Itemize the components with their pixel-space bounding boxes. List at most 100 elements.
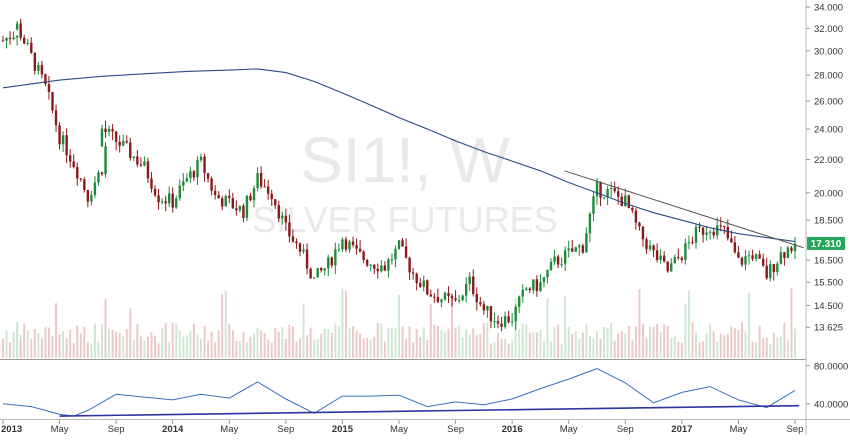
volume-bar (468, 334, 471, 358)
candle-body (277, 205, 280, 219)
volume-bar (394, 328, 397, 358)
volume-bar (5, 331, 8, 358)
candle-body (761, 258, 765, 266)
volume-bar (238, 341, 241, 358)
candle-body (58, 125, 61, 145)
candle-body (348, 241, 351, 250)
volume-bar (560, 343, 563, 358)
candle-body (691, 242, 694, 244)
candle-body (373, 264, 376, 269)
candle-body (231, 198, 235, 209)
volume-bar (652, 326, 655, 358)
candle-body (213, 190, 217, 196)
oscillator-axis[interactable]: 80.0000 40.0000 (806, 361, 848, 410)
candle-body (496, 321, 500, 324)
price-tick-label: 20.000 (814, 188, 843, 199)
candle-body (514, 306, 517, 322)
volume-bar (765, 337, 768, 358)
time-axis[interactable]: 2013 May Sep 2014 May Sep 2015 May Sep 2016 May Sep… (1, 420, 803, 435)
volume-bar (118, 332, 121, 358)
volume-bar (47, 327, 50, 358)
volume-bar (65, 338, 68, 358)
candle-body (779, 252, 783, 264)
time-tick-label: May (390, 424, 408, 435)
candle-body (754, 254, 758, 259)
candle-body (221, 198, 224, 207)
volume-bar (419, 337, 422, 358)
candle-body (482, 304, 486, 311)
volume-bar (486, 322, 489, 358)
candle-body (26, 42, 29, 44)
volume-bar (62, 331, 65, 358)
candle-body (309, 268, 312, 279)
volume-bar (670, 338, 673, 358)
candle-body (662, 255, 666, 262)
candles (1, 18, 797, 332)
candle-body (327, 257, 330, 269)
volume-bar (709, 323, 712, 358)
volume-bar (51, 336, 54, 358)
candle-body (507, 316, 510, 323)
volume-bar (730, 326, 733, 358)
volume-bar (108, 328, 111, 358)
volume-bar (76, 325, 79, 358)
candle-body (61, 135, 65, 145)
volume-bar (323, 328, 326, 358)
volume-bar (242, 332, 245, 358)
volume-bar (426, 340, 429, 358)
candle-body (107, 128, 111, 132)
volume-bar (125, 329, 128, 358)
candle-body (602, 197, 606, 199)
volume-bar (525, 324, 528, 358)
candle-body (563, 250, 567, 264)
volume-bar (224, 290, 227, 358)
price-tick-label: 18.500 (814, 216, 843, 227)
candle-body (726, 227, 730, 239)
volume-bar (132, 339, 135, 358)
candle-body (291, 236, 295, 242)
volume-bar (744, 331, 747, 358)
volume-bar (617, 333, 620, 358)
volume-bar (316, 339, 319, 358)
candle-body (228, 195, 231, 199)
candle-body (652, 245, 655, 251)
candle-body (288, 222, 291, 237)
volume-bar (401, 326, 404, 358)
volume-bar (33, 329, 36, 358)
volume-bar (588, 335, 591, 358)
candle-body (684, 243, 687, 260)
candle-body (560, 263, 563, 265)
candle-body (645, 239, 648, 250)
volume-bar (666, 325, 669, 358)
candle-body (786, 247, 790, 258)
volume-bar (553, 326, 556, 358)
candle-body (136, 156, 139, 165)
volume-bar (306, 335, 309, 358)
candle-body (539, 282, 542, 292)
candle-body (648, 245, 652, 250)
candle-body (581, 245, 585, 253)
oscillator-line (2, 368, 796, 417)
candle-body (150, 178, 153, 189)
volume-bar (493, 341, 496, 358)
volume-bar (613, 340, 616, 358)
volume-bar (256, 327, 259, 358)
candle-body (740, 257, 744, 265)
volume-bar (366, 337, 369, 358)
price-axis[interactable]: 34.000 32.000 30.000 28.000 26.000 24.000 22.0… (806, 3, 843, 334)
candle-body (235, 208, 238, 211)
time-tick-label: 2017 (671, 424, 692, 435)
volume-bar (214, 341, 217, 358)
candle-body (245, 195, 249, 218)
volume-bar (755, 342, 758, 358)
candle-body (362, 251, 365, 261)
candle-body (302, 249, 305, 252)
volume-bars (2, 288, 796, 358)
candle-body (153, 188, 157, 196)
volume-bar (581, 332, 584, 358)
candle-body (86, 189, 90, 202)
time-tick-label: 2016 (502, 424, 523, 435)
candle-body (680, 257, 684, 260)
volume-bar (19, 340, 22, 358)
candle-body (429, 294, 433, 297)
